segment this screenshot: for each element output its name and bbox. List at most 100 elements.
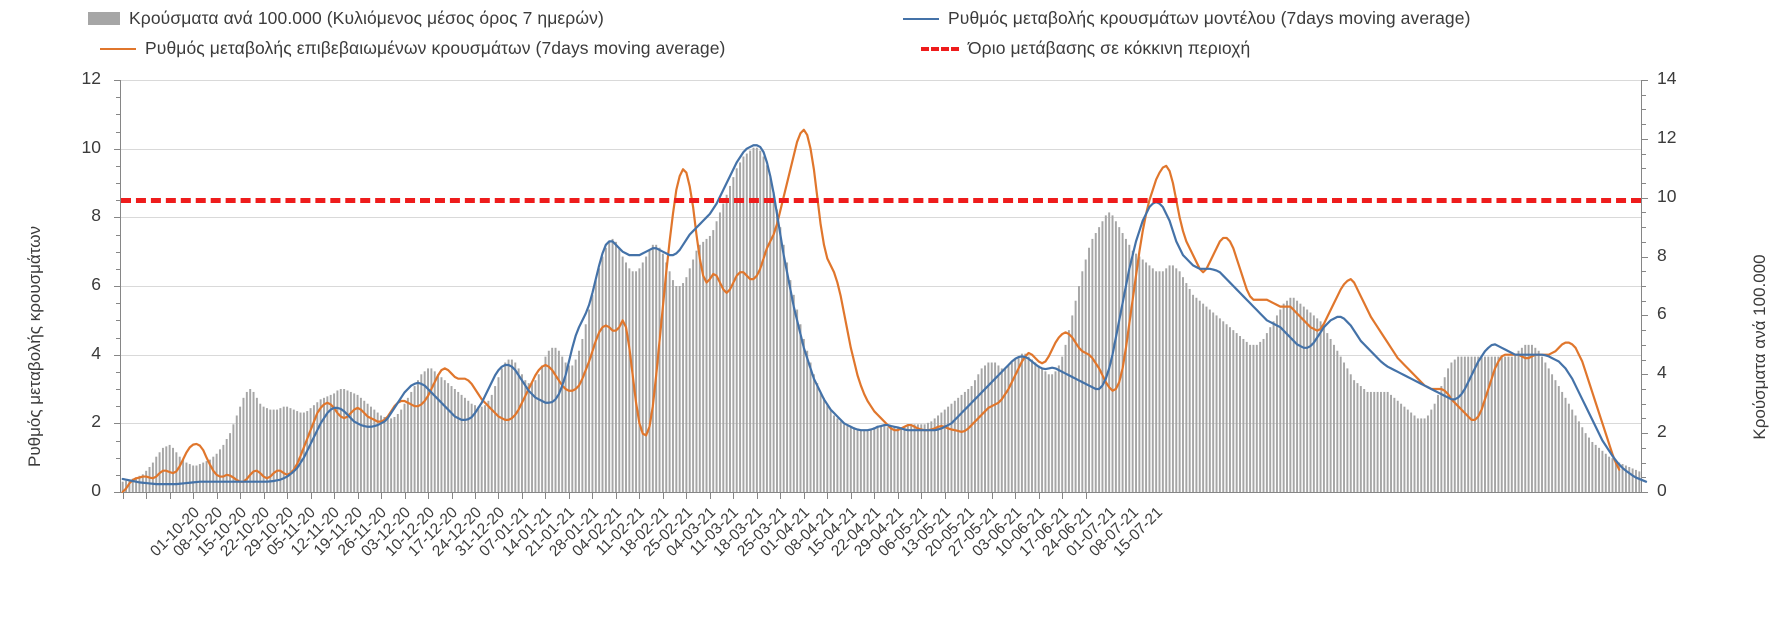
line-swatch-icon-blue [903,17,939,20]
x-axis-tick [521,492,523,499]
y-axis-right-tick-minor [1641,389,1646,390]
bar [1554,380,1557,492]
bar [1171,265,1174,492]
y-axis-right-tick-minor [1641,212,1646,214]
bar [537,374,540,492]
bar [1343,362,1346,492]
y-axis-right-tick-major [1641,197,1648,199]
bar [269,409,272,492]
bar [762,156,765,492]
bar [195,465,198,492]
bar [1386,391,1389,492]
bar [1403,406,1406,492]
bar [497,377,500,492]
bar [349,391,352,492]
bar [1450,362,1453,492]
bar [829,409,832,492]
bar [883,425,886,492]
y-axis-left-tick-minor [116,389,121,390]
bar [732,177,735,493]
bar [343,389,346,492]
y-axis-right-tick-major [1641,315,1648,317]
y-axis-left-tick-label: 8 [91,205,101,226]
legend-item-model-line[interactable]: Ρυθμός μεταβολής κρουσμάτων μοντέλου (7d… [903,8,1471,29]
bar [967,389,970,492]
bar [1517,350,1520,492]
y-axis-right-tick-label: 8 [1657,244,1667,265]
y-axis-left-tick-label: 4 [91,342,101,363]
bar [514,362,517,492]
bar [1098,227,1101,492]
bar [735,168,738,492]
y-axis-left-tick-minor [116,303,121,305]
bar [1366,391,1369,492]
bar [1500,356,1503,492]
y-axis-left-tick-minor [116,268,121,270]
x-axis-tick [451,492,453,499]
y-axis-left-tick-minor [116,251,121,253]
bar [1262,338,1265,492]
y-axis-left-tick-label: 12 [81,68,101,88]
bar [396,414,399,492]
bar [1145,262,1148,492]
bar [822,397,825,492]
bar [544,356,547,492]
bar [1433,403,1436,492]
y-axis-left-tick-minor [116,440,121,442]
bar [1027,356,1030,492]
legend-item-confirmed-line[interactable]: Ρυθμός μεταβολής επιβεβαιωμένων κρουσμάτ… [100,38,725,59]
bar [1520,347,1523,492]
bar [839,421,842,492]
x-axis-tick [968,492,970,499]
bar [1487,356,1490,492]
bar [1131,250,1134,492]
y-axis-left-tick-major [114,80,121,81]
bar [561,356,564,492]
bar [638,268,641,492]
bar [1088,247,1091,492]
bar [1118,227,1121,492]
bar [1249,344,1252,492]
bar [1195,297,1198,492]
bar [1128,244,1131,492]
bar [494,386,497,492]
legend-item-threshold[interactable]: Όριο μετάβασης σε κόκκινη περιοχή [921,38,1250,59]
bar [125,480,128,492]
bar [1490,356,1493,492]
bar [987,362,990,492]
bar [614,241,617,492]
bar [265,408,268,492]
y-axis-right-tick-label: 10 [1657,185,1677,206]
bar [953,400,956,492]
bar [467,400,470,492]
bar [185,462,188,492]
bar [890,427,893,492]
y-axis-right-tick-label: 6 [1657,303,1667,324]
plot-area: 0 2 4 6 8 10 12 0 2 4 6 8 10 12 14 01-10-20 08-10-20 15-1… [82,68,1677,560]
bar [339,389,342,492]
bar [198,464,201,492]
legend-item-bars[interactable]: Κρούσματα ανά 100.000 (Κυλιόμενος μέσος … [88,8,604,29]
bar [1289,297,1292,492]
bar [430,368,433,492]
bar [524,380,527,492]
bar [1484,356,1486,492]
y-axis-right-tick-minor [1641,153,1646,155]
bar [292,409,295,492]
x-axis-tick [428,492,430,499]
y-axis-left-tick-major [114,286,121,287]
bar [1215,315,1218,492]
bar [1175,268,1178,492]
bar [658,247,661,492]
bar [869,428,872,492]
x-axis-tick [592,492,594,499]
bar [1084,259,1087,492]
x-axis-tick [897,492,899,499]
bar [776,209,778,493]
bar [648,250,651,492]
bar [131,478,134,492]
bar [1339,356,1342,492]
gridline [121,80,1641,81]
bar [296,411,299,492]
bar [786,262,789,492]
